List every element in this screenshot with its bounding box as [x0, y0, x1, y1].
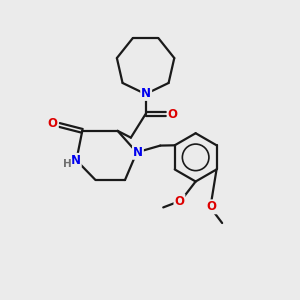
Text: N: N	[141, 87, 151, 100]
Text: O: O	[48, 117, 58, 130]
Text: O: O	[168, 108, 178, 121]
Text: N: N	[71, 154, 81, 167]
Text: O: O	[207, 200, 217, 213]
Text: N: N	[133, 146, 143, 159]
Text: H: H	[63, 159, 71, 169]
Text: O: O	[174, 195, 184, 208]
